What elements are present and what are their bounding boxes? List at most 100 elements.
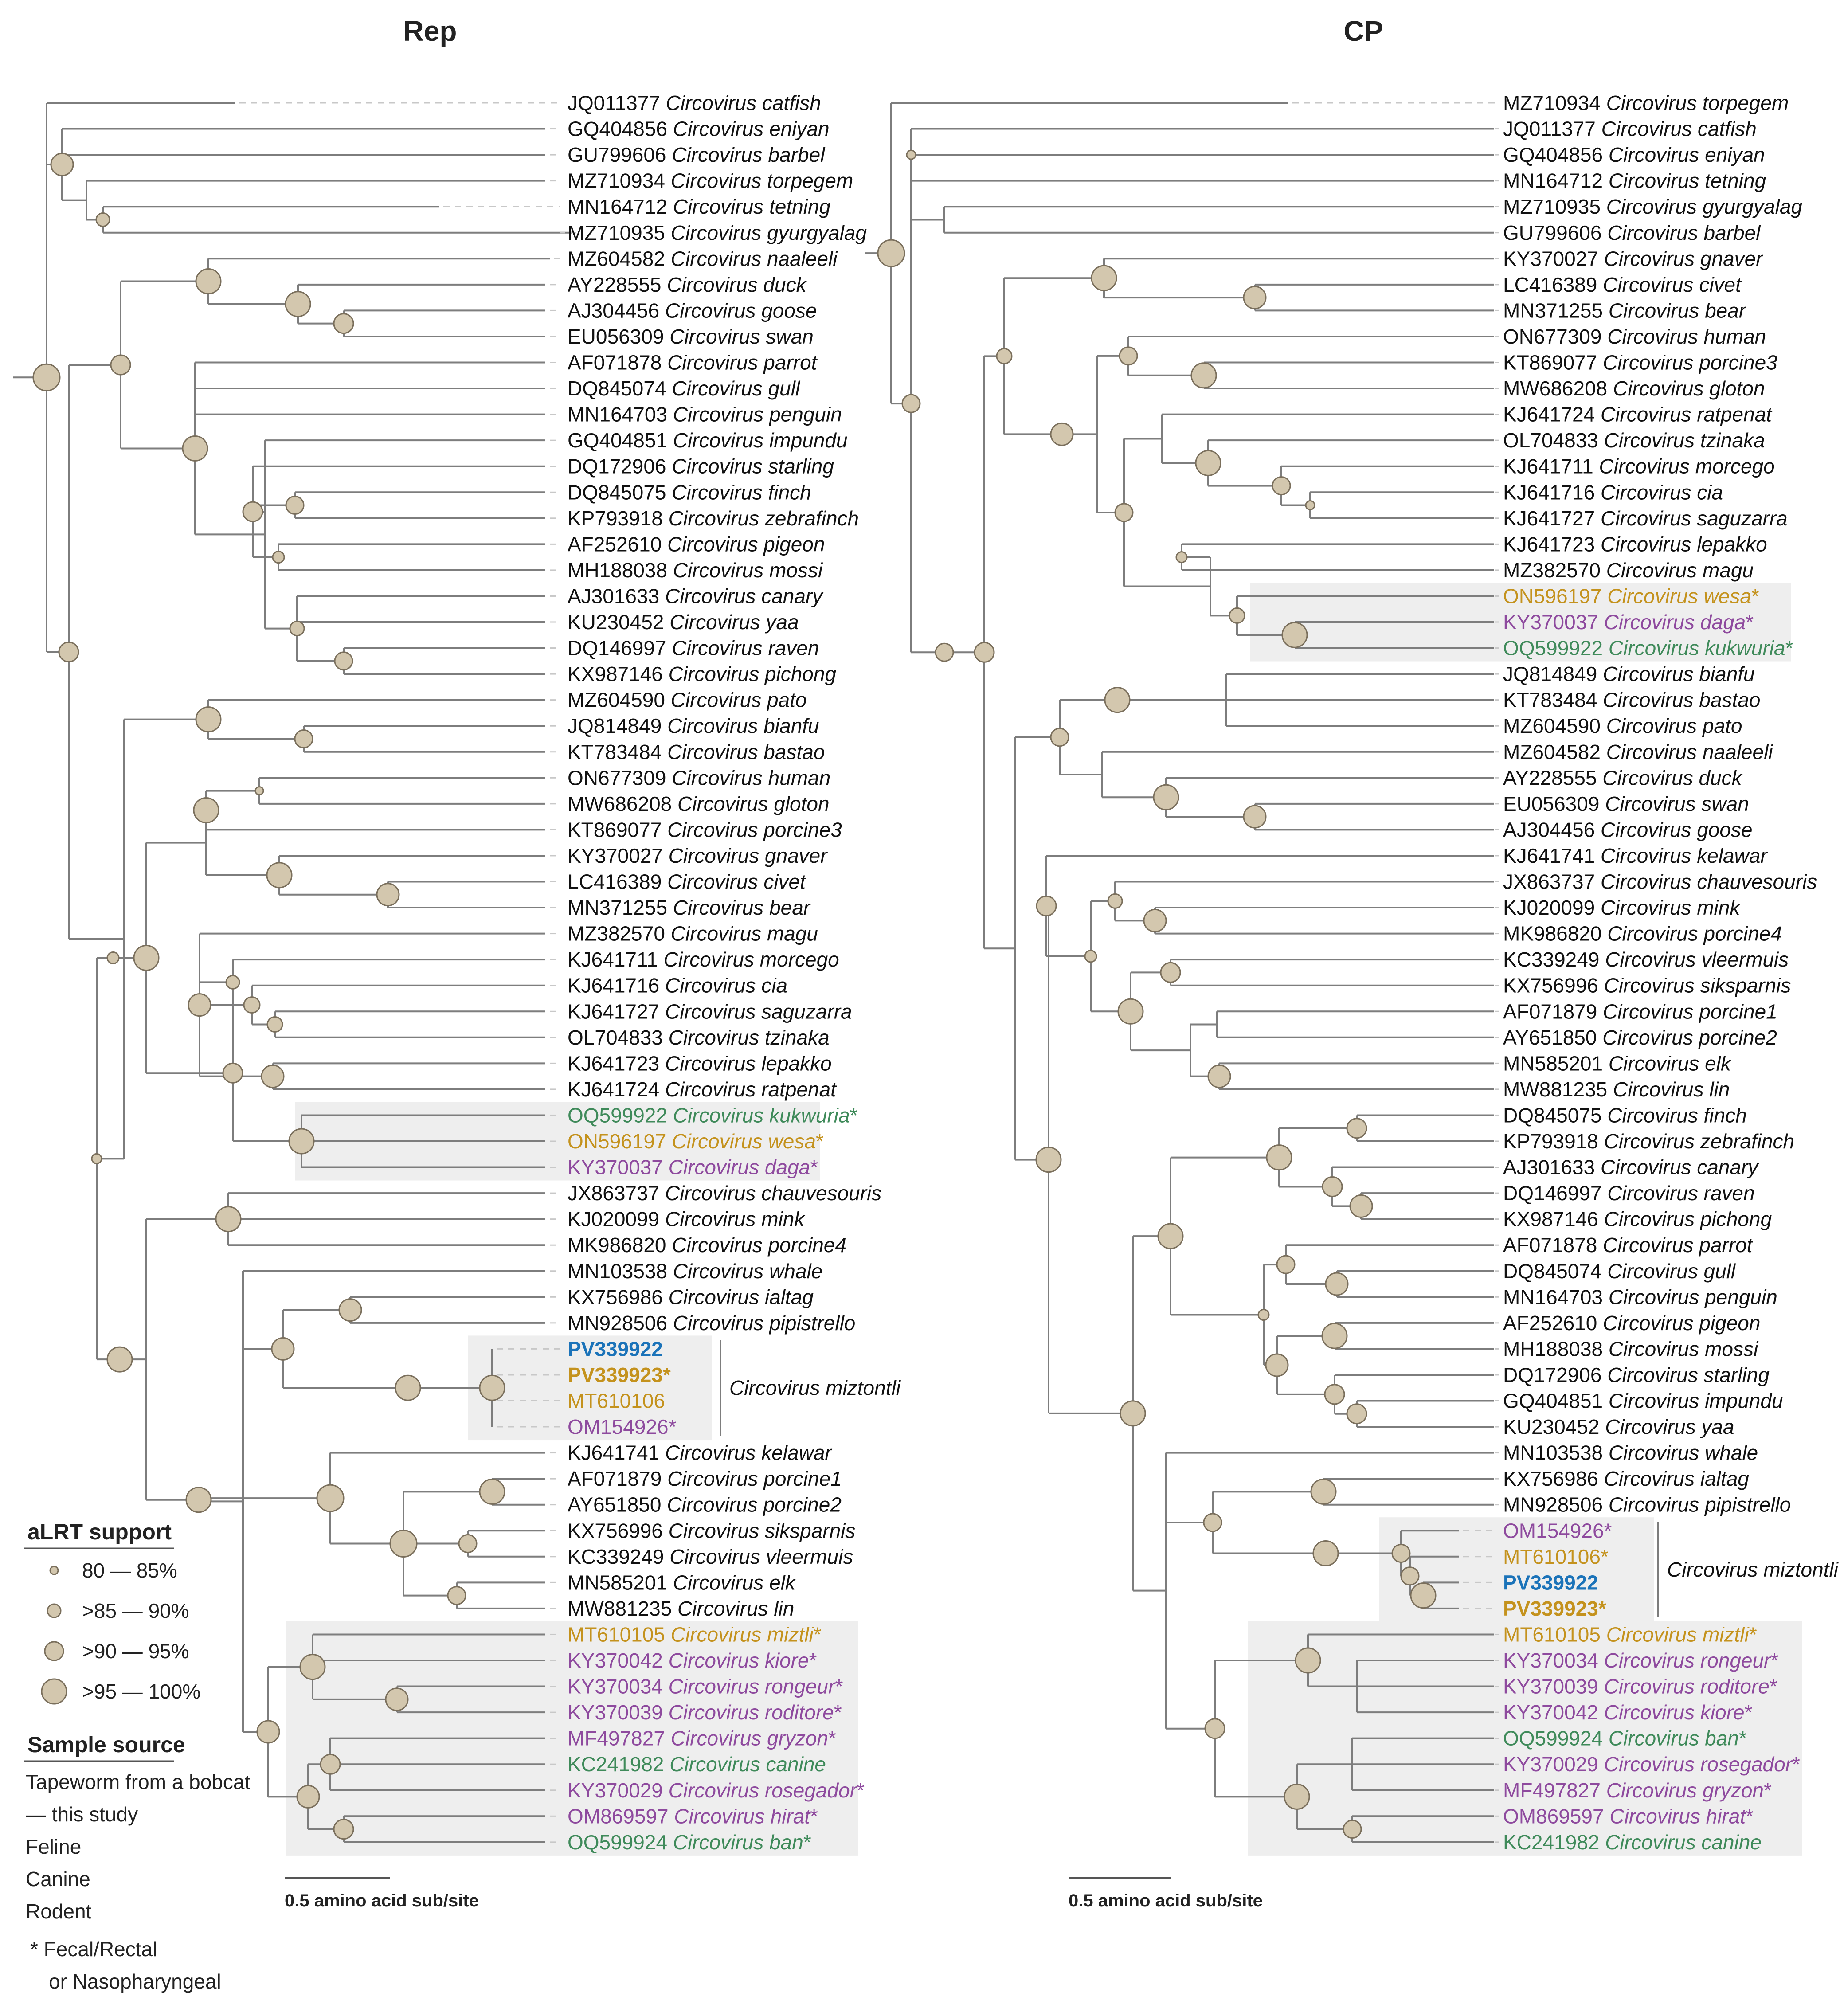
tip-species: Circovirus pipistrello <box>1609 1493 1791 1516</box>
tip-species: Circovirus porcine1 <box>1603 1000 1777 1023</box>
tip-species: Circovirus cia <box>1601 481 1723 504</box>
tip-species: Circovirus morcego <box>664 948 839 971</box>
cp-tip-label: AF071878 Circovirus parrot <box>1503 1233 1754 1257</box>
cp-support-node <box>1346 1118 1367 1139</box>
rep-tip-label: PV339923* <box>568 1363 671 1386</box>
tip-accession: MN164703 <box>568 403 673 426</box>
tip-accession: PV339922 <box>1503 1571 1598 1594</box>
cp-support-node <box>1050 728 1069 747</box>
cp-tip-label: MZ604582 Circovirus naaleeli <box>1503 740 1773 763</box>
tip-accession: KJ020099 <box>1503 896 1601 919</box>
source-canine-label: Canine <box>26 1867 90 1891</box>
cp-support-node <box>1295 1647 1321 1674</box>
cp-tip-label: MZ710934 Circovirus torpegem <box>1503 91 1789 114</box>
tip-star: * <box>810 1805 818 1828</box>
tip-star: * <box>814 1623 822 1646</box>
tip-accession: GU799606 <box>1503 221 1607 244</box>
rep-support-node <box>215 1206 242 1233</box>
rep-tip-label: AF252610 Circovirus pigeon <box>568 532 825 556</box>
tip-accession: MZ710935 <box>1503 195 1606 218</box>
rep-support-node <box>133 944 160 971</box>
cp-tip-label: PV339922 <box>1503 1571 1598 1594</box>
tip-accession: KY370034 <box>568 1675 669 1698</box>
rep-tip-label: MN103538 Circovirus whale <box>568 1260 822 1283</box>
tip-accession: GQ404856 <box>1503 143 1609 166</box>
tip-species: Circovirus gull <box>672 377 801 400</box>
rep-tip-label: JQ011377 Circovirus catfish <box>568 91 821 114</box>
support-90-95-icon <box>44 1641 64 1661</box>
tip-accession: OL704833 <box>1503 429 1604 452</box>
cp-support-node <box>1091 265 1117 291</box>
tip-species: Circovirus finch <box>672 481 811 504</box>
tip-accession: KT869077 <box>568 818 667 841</box>
rep-tip-label: MZ710935 Circovirus gyurgyalag <box>568 221 867 244</box>
tip-species: Circovirus porcine3 <box>667 818 842 841</box>
cp-scale-bar: 0.5 amino acid sub/site <box>1069 1877 1263 1910</box>
tip-accession: MZ604582 <box>1503 740 1606 763</box>
cp-tip-label: MT610105 Circovirus miztli* <box>1503 1623 1757 1646</box>
rep-tip-label: KY370042 Circovirus kiore* <box>568 1649 817 1672</box>
support-85-90-label: >85 — 90% <box>82 1599 189 1622</box>
tip-accession: GQ404851 <box>568 429 673 452</box>
cp-tip-label: MN371255 Circovirus bear <box>1503 299 1746 322</box>
tip-accession: KJ641727 <box>568 1000 665 1023</box>
rep-tip-label: OQ599922 Circovirus kukwuria* <box>568 1104 858 1127</box>
tip-accession: MW686208 <box>1503 377 1613 400</box>
rep-tip-label: JX863737 Circovirus chauvesouris <box>568 1182 881 1205</box>
tip-species: Circovirus tetning <box>673 195 831 218</box>
tip-accession: MN164712 <box>568 195 673 218</box>
cp-tip-label: MN164703 Circovirus penguin <box>1503 1285 1777 1308</box>
tip-accession: MZ710934 <box>568 169 671 192</box>
tip-accession: KJ641741 <box>568 1441 665 1464</box>
rep-tip-label: MZ382570 Circovirus magu <box>568 922 818 945</box>
tip-species: Circovirus gnaver <box>1604 247 1764 270</box>
cp-tip-label: PV339923* <box>1503 1597 1606 1620</box>
tip-species: Circovirus eniyan <box>673 117 830 141</box>
tip-accession: KJ641723 <box>1503 532 1601 556</box>
cp-tip-label: KX756986 Circovirus ialtag <box>1503 1467 1749 1490</box>
tip-species: Circovirus catfish <box>1601 117 1757 141</box>
tip-accession: KT783484 <box>568 740 667 763</box>
tip-accession: MN103538 <box>1503 1441 1609 1464</box>
tip-accession: AF252610 <box>1503 1311 1603 1335</box>
tip-accession: KY370039 <box>568 1701 669 1724</box>
cp-support-node <box>1346 1403 1367 1425</box>
rep-tip-label: OM154926* <box>568 1415 677 1438</box>
source-nasopharyngeal-label: or Nasopharyngeal <box>49 1970 221 1993</box>
tip-accession: MK986820 <box>568 1233 672 1257</box>
support-85-90-icon <box>47 1603 62 1618</box>
rep-tip-label: MT610105 Circovirus miztli* <box>568 1623 822 1646</box>
tip-accession: MZ604590 <box>1503 714 1606 737</box>
rep-support-node <box>320 1754 341 1775</box>
rep-tip-label: MZ710934 Circovirus torpegem <box>568 169 853 192</box>
cp-tip-label: MW686208 Circovirus gloton <box>1503 377 1765 400</box>
cp-tip-label: DQ146997 Circovirus raven <box>1503 1182 1755 1205</box>
tip-species: Circovirus ialtag <box>669 1285 814 1308</box>
rep-tip-label: MN164703 Circovirus penguin <box>568 403 842 426</box>
rep-tip-label: KJ641716 Circovirus cia <box>568 974 787 997</box>
tip-species: Circovirus porcine4 <box>672 1233 846 1257</box>
rep-support-node <box>58 641 79 662</box>
rep-tip-label: MZ604582 Circovirus naaleeli <box>568 247 838 270</box>
rep-tip-label: AY651850 Circovirus porcine2 <box>568 1493 842 1516</box>
tip-species: Circovirus pato <box>671 689 807 712</box>
rep-tip-label: KT869077 Circovirus porcine3 <box>568 818 842 841</box>
tip-accession: JQ814849 <box>568 714 667 737</box>
tip-accession: OM869597 <box>1503 1805 1609 1828</box>
rep-tip-label: LC416389 Circovirus civet <box>568 870 806 893</box>
rep-support-node <box>458 1534 478 1554</box>
tip-accession: KJ641711 <box>1503 455 1599 478</box>
tip-species: Circovirus goose <box>1601 818 1753 841</box>
tip-accession: MN371255 <box>568 896 673 919</box>
cp-support-node <box>1084 950 1097 963</box>
cp-support-node <box>1035 1147 1062 1173</box>
rep-tip-label: DQ845074 Circovirus gull <box>568 377 801 400</box>
tip-species: Circovirus naaleeli <box>671 247 838 270</box>
rep-support-node <box>288 1128 315 1155</box>
rep-support-node <box>256 1720 280 1744</box>
rep-tip-label: MN585201 Circovirus elk <box>568 1571 796 1594</box>
tip-accession: OM154926 <box>568 1415 669 1438</box>
tip-accession: MN585201 <box>1503 1052 1609 1075</box>
rep-clade-label: Circovirus miztontli <box>729 1376 901 1399</box>
rep-tip-label: KJ641723 Circovirus lepakko <box>568 1052 832 1075</box>
